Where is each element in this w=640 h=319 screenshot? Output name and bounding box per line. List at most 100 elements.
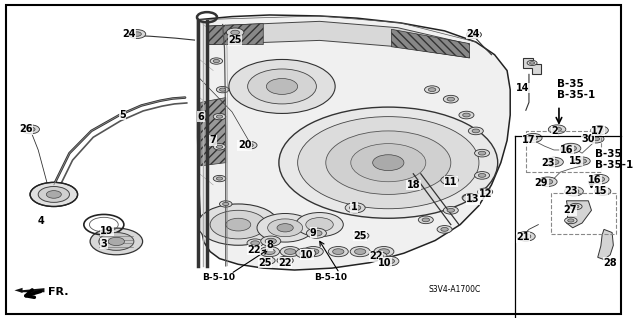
Circle shape (444, 206, 458, 214)
Text: 21: 21 (516, 232, 530, 242)
Text: 8: 8 (266, 240, 273, 250)
Circle shape (588, 135, 604, 143)
Circle shape (569, 189, 579, 194)
Circle shape (475, 172, 490, 179)
Text: B-35
B-35-1: B-35 B-35-1 (595, 149, 633, 170)
Circle shape (247, 239, 263, 247)
Circle shape (568, 219, 574, 222)
Circle shape (545, 157, 563, 167)
Circle shape (590, 174, 609, 184)
Circle shape (592, 137, 600, 141)
Bar (526, 131, 601, 172)
Circle shape (445, 178, 454, 182)
Text: 17: 17 (591, 126, 604, 136)
Circle shape (428, 88, 436, 92)
Text: 22: 22 (369, 251, 383, 261)
Circle shape (213, 175, 226, 182)
Polygon shape (207, 21, 470, 58)
Text: B-5-10: B-5-10 (314, 272, 347, 281)
Circle shape (516, 232, 535, 241)
Circle shape (296, 212, 343, 237)
Text: 6: 6 (197, 112, 204, 122)
Circle shape (311, 230, 322, 236)
Polygon shape (566, 201, 591, 228)
Circle shape (573, 205, 579, 208)
Circle shape (351, 144, 426, 182)
Circle shape (529, 136, 538, 140)
Circle shape (99, 233, 134, 250)
Circle shape (298, 117, 479, 209)
Circle shape (279, 107, 498, 218)
Circle shape (90, 228, 143, 255)
Circle shape (345, 203, 365, 213)
Circle shape (467, 31, 481, 39)
Text: 18: 18 (406, 180, 420, 190)
Circle shape (265, 238, 276, 244)
Circle shape (280, 247, 300, 257)
Circle shape (277, 256, 293, 265)
Circle shape (22, 125, 40, 134)
Text: 30: 30 (582, 134, 595, 144)
Circle shape (354, 232, 369, 240)
Circle shape (213, 144, 226, 150)
Polygon shape (198, 15, 510, 270)
Circle shape (470, 33, 477, 37)
Circle shape (303, 247, 323, 257)
Circle shape (333, 249, 344, 255)
Circle shape (306, 218, 333, 232)
Circle shape (374, 247, 394, 257)
Text: 20: 20 (237, 140, 252, 150)
Circle shape (268, 219, 303, 237)
Polygon shape (15, 288, 22, 293)
Circle shape (422, 218, 429, 222)
Text: S3V4-A1700C: S3V4-A1700C (428, 285, 481, 294)
Circle shape (220, 88, 226, 91)
Circle shape (372, 155, 404, 171)
Circle shape (355, 249, 366, 255)
Text: 23: 23 (541, 158, 554, 168)
Circle shape (475, 149, 490, 157)
Circle shape (216, 86, 229, 93)
Circle shape (248, 69, 316, 104)
Circle shape (26, 127, 35, 131)
Text: 7: 7 (210, 136, 216, 145)
Circle shape (441, 176, 458, 185)
Text: B-5-10: B-5-10 (202, 272, 235, 281)
Polygon shape (201, 98, 226, 166)
Circle shape (307, 228, 326, 238)
Circle shape (128, 30, 146, 39)
Circle shape (467, 196, 475, 200)
Circle shape (591, 126, 609, 135)
Circle shape (553, 127, 561, 131)
Text: 24: 24 (122, 29, 136, 39)
Circle shape (462, 194, 477, 201)
Circle shape (538, 177, 557, 187)
Circle shape (216, 115, 223, 118)
Text: 15: 15 (569, 156, 582, 166)
Circle shape (296, 248, 316, 258)
Circle shape (223, 202, 229, 205)
Circle shape (266, 78, 298, 94)
Circle shape (424, 86, 440, 93)
Polygon shape (207, 24, 263, 45)
Text: 25: 25 (228, 35, 242, 45)
Circle shape (251, 241, 259, 245)
Polygon shape (20, 288, 44, 292)
Text: FR.: FR. (47, 287, 68, 297)
Text: 22: 22 (278, 258, 292, 268)
Circle shape (437, 226, 452, 233)
Circle shape (478, 151, 486, 155)
Circle shape (466, 196, 474, 199)
Circle shape (257, 213, 313, 242)
Circle shape (264, 259, 271, 263)
Circle shape (231, 30, 239, 35)
Text: 13: 13 (466, 194, 479, 204)
Circle shape (578, 159, 586, 163)
Text: 25: 25 (259, 258, 272, 268)
Circle shape (561, 143, 581, 153)
Circle shape (371, 252, 387, 260)
Circle shape (328, 247, 348, 257)
Circle shape (216, 145, 223, 148)
Circle shape (38, 187, 70, 202)
Circle shape (308, 249, 319, 255)
